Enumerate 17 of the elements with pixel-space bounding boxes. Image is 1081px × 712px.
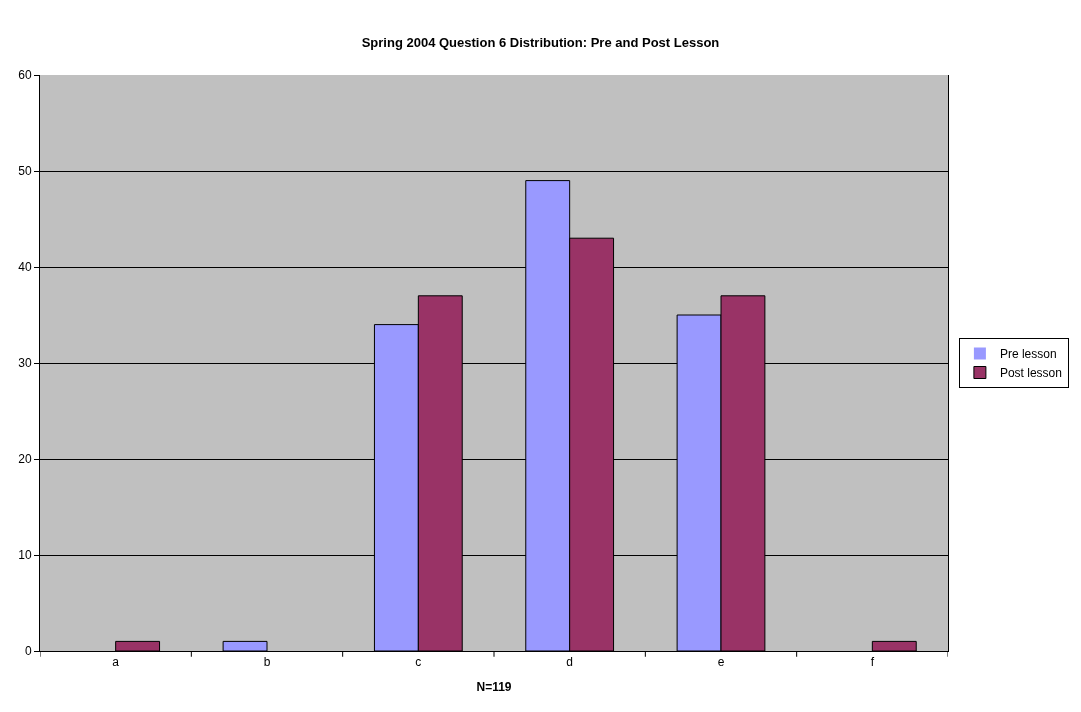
- legend-label: Post lesson: [999, 366, 1062, 381]
- y-tick-label: 0: [24, 644, 32, 659]
- x-axis-title: N=119: [476, 680, 512, 695]
- y-tick-label: 40: [18, 260, 32, 275]
- y-tick-label: 50: [18, 164, 32, 179]
- y-tick-label: 20: [18, 452, 32, 467]
- x-tick-label: c: [415, 655, 422, 670]
- x-tick-label: f: [870, 655, 875, 670]
- chart-title: Spring 2004 Question 6 Distribution: Pre and Post Lesson: [361, 35, 720, 51]
- x-tick-label: a: [112, 655, 120, 670]
- y-tick-label: 30: [18, 356, 32, 371]
- y-tick-label: 10: [18, 548, 32, 563]
- x-tick-label: d: [566, 655, 574, 670]
- y-tick-label: 60: [18, 68, 32, 83]
- legend-label: Pre lesson: [999, 347, 1057, 362]
- x-tick-label: e: [717, 655, 725, 670]
- x-tick-label: b: [263, 655, 271, 670]
